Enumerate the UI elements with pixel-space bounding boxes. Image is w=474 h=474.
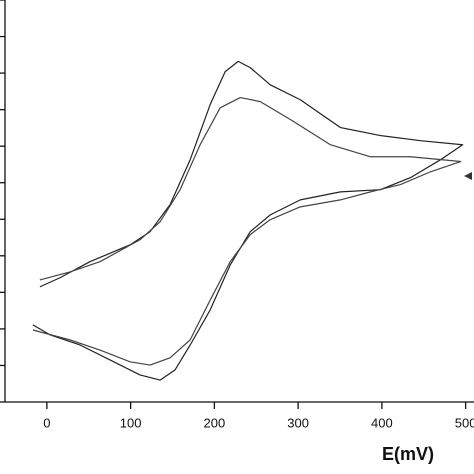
arrow-marker (464, 172, 472, 180)
x-tick-label: 100 (120, 415, 142, 430)
x-axis-label: E(mV) (382, 444, 434, 464)
x-tick-label: 300 (287, 415, 309, 430)
curve (32, 96, 462, 366)
x-tick-label: 200 (204, 415, 226, 430)
x-tick-label: 0 (43, 415, 50, 430)
curve (32, 60, 464, 381)
x-tick-label: 400 (371, 415, 393, 430)
x-tick-label: 500 (455, 415, 474, 430)
